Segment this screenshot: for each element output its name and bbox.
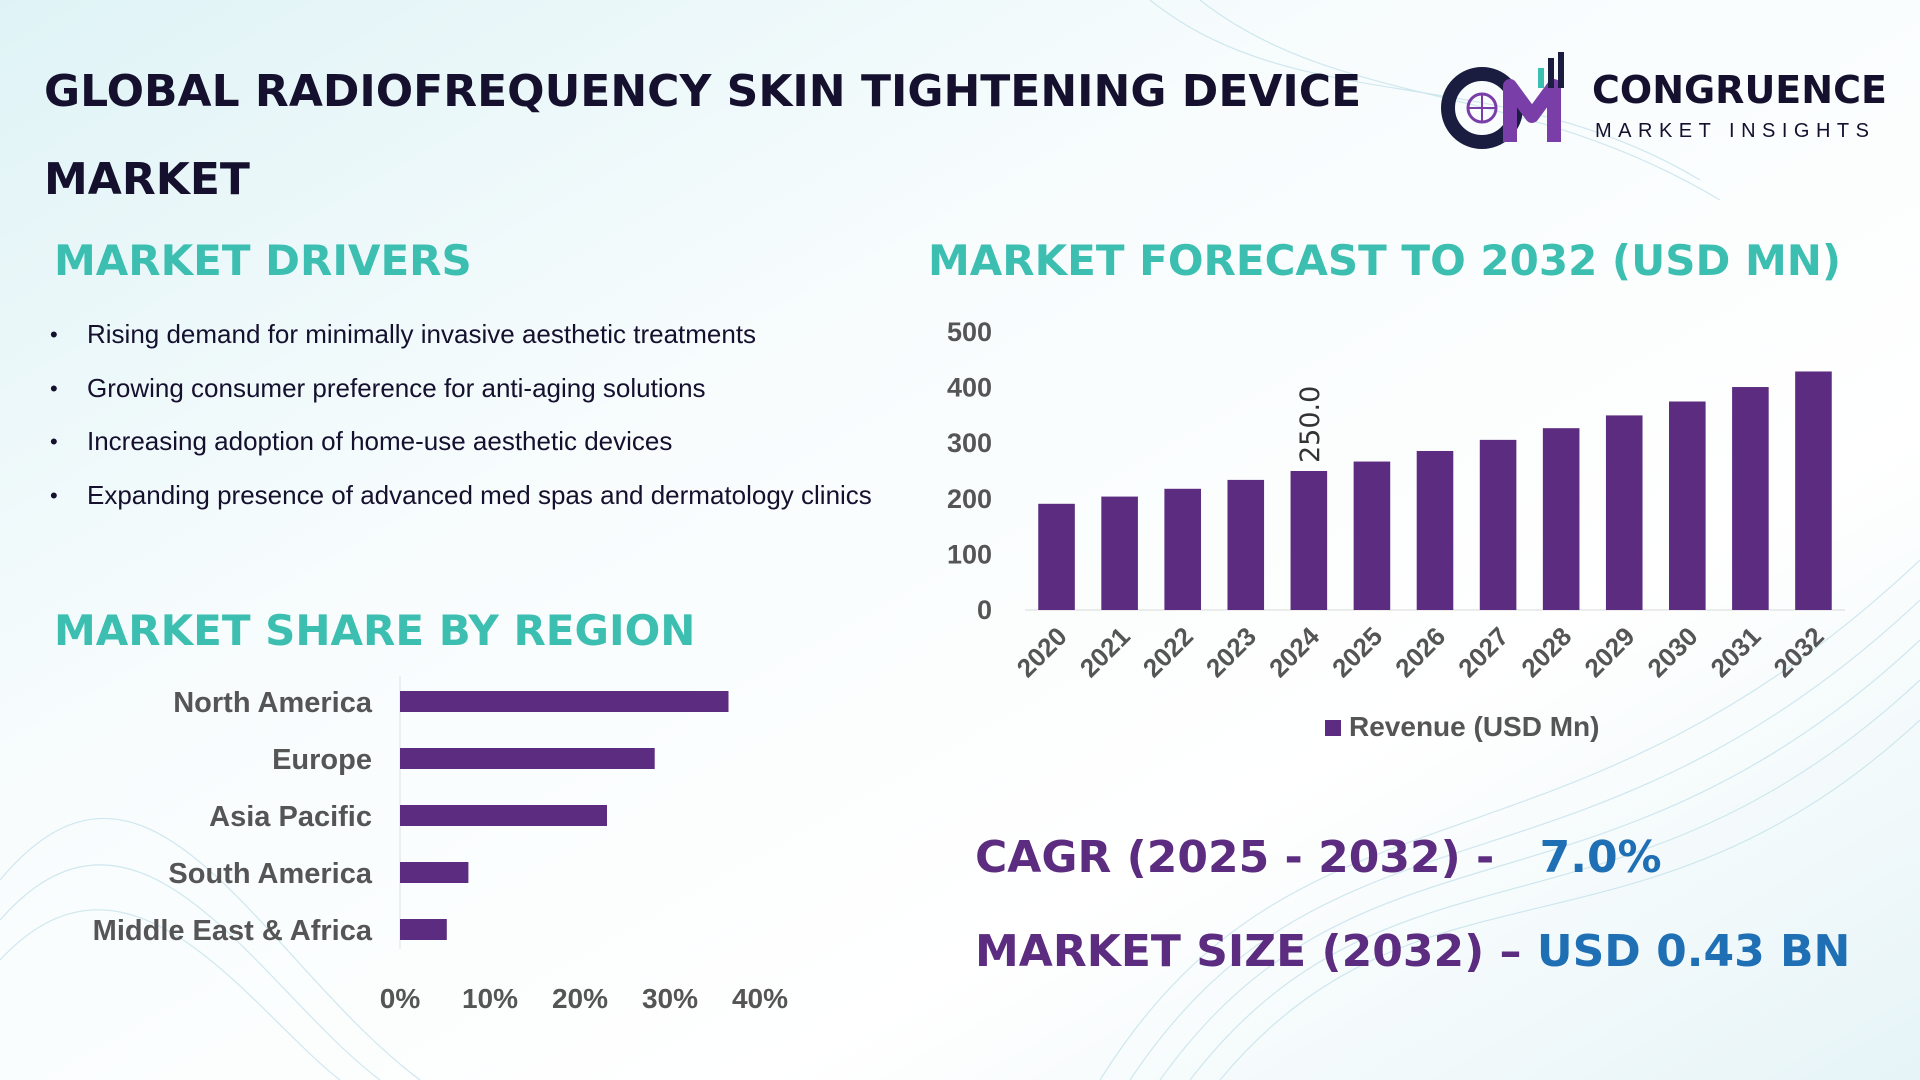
driver-item: Rising demand for minimally invasive aes… (48, 308, 918, 362)
x-tick-label: 20% (552, 983, 608, 1014)
x-tick-label: 2025 (1326, 621, 1388, 683)
x-tick-label: 2024 (1263, 621, 1325, 683)
page-title: GLOBAL RADIOFREQUENCY SKIN TIGHTENING DE… (44, 66, 1362, 205)
category-label: Asia Pacific (209, 801, 372, 833)
category-label: South America (168, 858, 372, 890)
forecast-bar (1795, 371, 1832, 610)
region-bar (400, 805, 607, 826)
category-label: North America (173, 687, 373, 719)
driver-item: Expanding presence of advanced med spas … (48, 469, 918, 523)
forecast-bar (1290, 471, 1328, 610)
x-tick-label: 0% (380, 983, 421, 1014)
data-label: 250.0 (1295, 386, 1326, 463)
x-tick-label: 2032 (1768, 621, 1830, 683)
driver-item: Increasing adoption of home-use aestheti… (48, 415, 918, 469)
forecast-bar (1353, 461, 1391, 610)
x-tick-label: 2023 (1200, 621, 1262, 683)
forecast-bar (1416, 450, 1454, 610)
x-tick-label: 2030 (1641, 621, 1703, 683)
x-tick-label: 2029 (1578, 621, 1640, 683)
forecast-bar (1479, 439, 1517, 610)
x-tick-label: 2021 (1074, 621, 1136, 683)
y-tick-label: 0 (977, 595, 992, 625)
forecast-bar (1227, 479, 1265, 610)
x-tick-label: 10% (462, 983, 518, 1014)
driver-item: Growing consumer preference for anti-agi… (48, 362, 918, 416)
y-tick-label: 100 (947, 539, 992, 569)
drivers-heading: MARKET DRIVERS (54, 236, 472, 285)
legend-swatch (1325, 720, 1341, 736)
logo-tagline: MARKET INSIGHTS (1595, 120, 1876, 142)
category-label: Europe (272, 744, 372, 776)
drivers-list: Rising demand for minimally invasive aes… (48, 308, 918, 522)
forecast-bar (1101, 496, 1138, 610)
region-bar (400, 691, 729, 712)
market-size-value: USD 0.43 BN (1536, 926, 1851, 977)
forecast-bar (1542, 428, 1580, 610)
x-tick-label: 2026 (1389, 621, 1451, 683)
cagr-value: 7.0% (1539, 832, 1662, 883)
y-tick-label: 200 (947, 484, 992, 514)
forecast-bar-chart: 0 100 200 300 400 500 2020 2021 2022 2023 2024 2025… (947, 317, 1845, 742)
legend-label: Revenue (USD Mn) (1349, 711, 1599, 742)
forecast-bar (1038, 503, 1075, 610)
y-tick-label: 400 (947, 373, 992, 403)
logo-name: CONGRUENCE (1592, 68, 1887, 112)
logo-monogram-icon (1441, 52, 1564, 149)
region-bar (400, 919, 447, 940)
region-bar (400, 862, 469, 883)
cagr-stat: CAGR (2025 - 2032) - 7.0% (975, 832, 1662, 883)
market-size-stat: MARKET SIZE (2032) – USD 0.43 BN (975, 926, 1850, 977)
x-tick-label: 2022 (1137, 621, 1199, 683)
forecast-bar (1732, 387, 1769, 610)
forecast-heading: MARKET FORECAST TO 2032 (USD MN) (928, 236, 1842, 285)
forecast-bar (1669, 401, 1706, 610)
x-tick-label: 30% (642, 983, 698, 1014)
region-heading: MARKET SHARE BY REGION (54, 606, 696, 655)
cagr-label: CAGR (2025 - 2032) - (975, 832, 1495, 883)
region-bar (400, 748, 655, 769)
y-tick-label: 500 (947, 317, 992, 347)
x-tick-label: 2027 (1452, 621, 1514, 683)
x-tick-label: 2031 (1705, 621, 1767, 683)
region-share-bar-chart: North America Europe Asia Pacific South Ame… (93, 676, 788, 1014)
forecast-bar (1605, 415, 1643, 610)
x-tick-label: 2020 (1011, 621, 1073, 683)
category-label: Middle East & Africa (93, 915, 373, 947)
market-size-label: MARKET SIZE (2032) – (975, 926, 1522, 977)
x-tick-label: 40% (732, 983, 788, 1014)
x-tick-label: 2028 (1515, 621, 1577, 683)
y-tick-label: 300 (947, 428, 992, 458)
company-logo: CONGRUENCE MARKET INSIGHTS (1440, 50, 1900, 150)
forecast-bar (1164, 488, 1201, 610)
